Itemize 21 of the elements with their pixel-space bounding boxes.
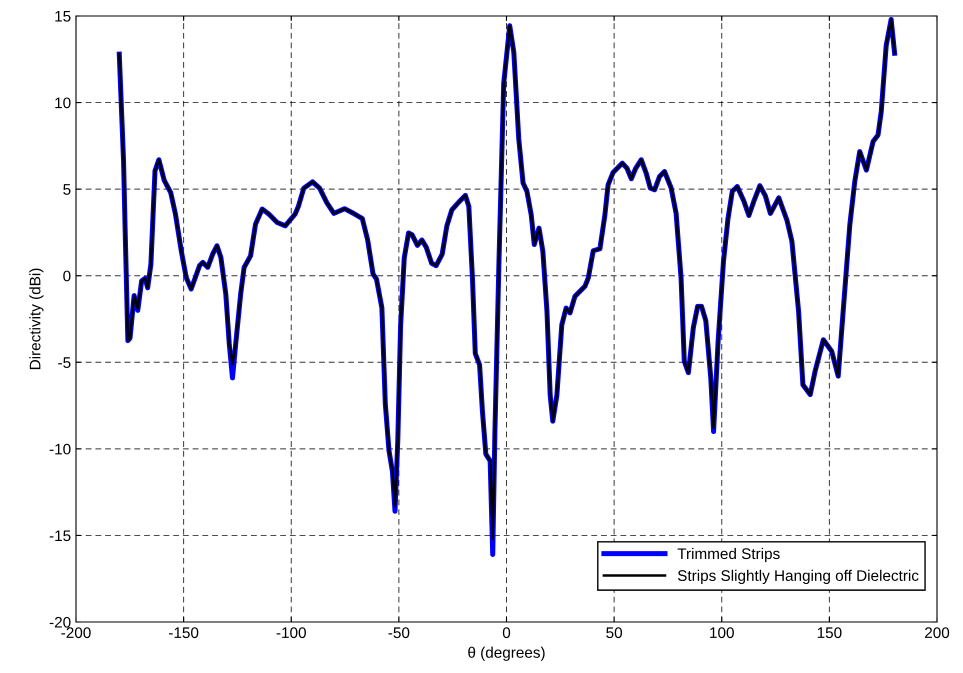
y-tick-label: 0: [63, 270, 71, 282]
x-tick-label: -150: [169, 627, 198, 638]
legend-label: Strips Slightly Hanging off Dielectric: [678, 570, 919, 584]
y-axis-title: Directivity (dBi): [29, 268, 44, 370]
y-tick-label: -15: [50, 530, 70, 542]
x-tick-label: -50: [388, 627, 410, 638]
x-tick-label: -200: [61, 627, 91, 638]
y-tick-label: -20: [50, 616, 71, 628]
y-tick-label: -5: [58, 357, 70, 368]
y-tick-label: 15: [55, 11, 70, 22]
x-tick-label: 0: [502, 627, 510, 638]
x-tick-label: 100: [710, 627, 734, 638]
x-tick-label: 150: [818, 627, 842, 638]
x-tick-label: 50: [606, 627, 622, 638]
x-tick-label: -100: [276, 627, 306, 638]
y-tick-label: -10: [50, 444, 71, 455]
x-axis-title: θ (degrees): [468, 646, 545, 661]
x-tick-label: 200: [925, 627, 950, 638]
y-tick-label: 5: [63, 184, 70, 195]
legend-label: Trimmed Strips: [678, 548, 780, 562]
y-tick-label: 10: [55, 97, 71, 108]
